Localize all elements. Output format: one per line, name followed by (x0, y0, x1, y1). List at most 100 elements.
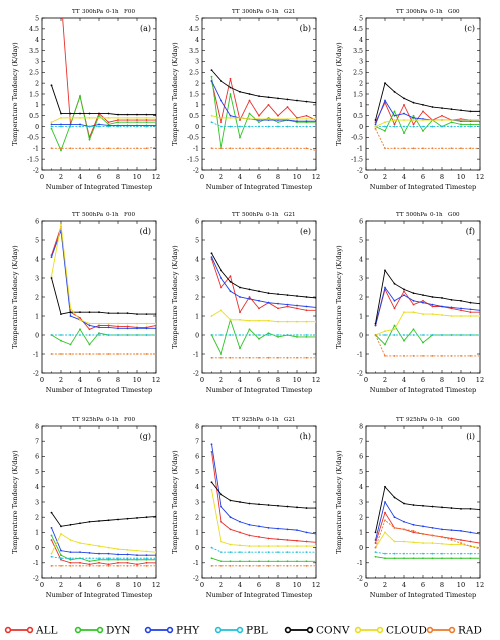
point-conv (441, 107, 443, 110)
legend-label: PBL (246, 625, 268, 637)
x-tick-label: 8 (440, 376, 444, 384)
panel-letter: (b) (300, 24, 311, 33)
y-tick-label: 2.5 (353, 70, 363, 77)
point-dyn (69, 343, 72, 346)
point-phy (69, 551, 72, 554)
point-all (305, 114, 308, 117)
point-pbl (277, 551, 279, 554)
y-tick-label: 4 (195, 484, 199, 491)
x-tick-label: 0 (364, 581, 368, 589)
x-tick-label: 2 (219, 581, 223, 589)
point-all (229, 77, 232, 80)
point-conv (277, 504, 279, 507)
point-conv (155, 113, 156, 116)
y-tick-label: 3 (359, 59, 363, 66)
point-conv (88, 311, 91, 314)
y-tick-label: 2 (195, 294, 199, 301)
point-phy (296, 529, 298, 532)
y-tick-label: 3 (359, 275, 363, 282)
point-phy (412, 523, 415, 526)
y-tick-label: 4 (35, 37, 39, 44)
point-dyn (374, 555, 377, 558)
point-rad (277, 564, 279, 567)
point-all (296, 539, 298, 542)
point-rad (479, 355, 480, 357)
point-cloud (107, 546, 110, 549)
point-conv (220, 269, 222, 272)
point-all (296, 307, 298, 310)
point-phy (60, 123, 62, 126)
point-dyn (384, 130, 386, 132)
series-line-rad (51, 146, 156, 149)
point-dyn (277, 121, 279, 124)
point-cloud (460, 543, 462, 546)
legend-swatch-marker-start (144, 626, 152, 634)
point-phy (384, 99, 386, 102)
point-cloud (117, 322, 119, 325)
point-pbl (296, 125, 298, 128)
point-dyn (384, 557, 386, 560)
point-conv (210, 481, 213, 484)
y-tick-label: 5 (195, 15, 199, 22)
point-all (88, 563, 91, 566)
point-phy (374, 539, 377, 541)
x-tick-label: 0 (200, 581, 204, 589)
x-tick-label: 12 (152, 376, 160, 384)
point-all (229, 275, 232, 277)
point-conv (277, 293, 279, 296)
point-pbl (145, 125, 148, 128)
point-pbl (277, 334, 279, 336)
point-pbl (248, 551, 251, 554)
x-tick-label: 0 (40, 173, 44, 181)
point-all (210, 450, 213, 453)
point-rad (441, 147, 443, 150)
y-tick-label: -1 (193, 146, 199, 153)
point-pbl (248, 125, 251, 128)
y-tick-label: 2 (195, 515, 199, 522)
point-all (136, 563, 138, 566)
point-cloud (315, 118, 316, 120)
point-conv (460, 507, 462, 510)
y-tick-label: 1.5 (353, 91, 363, 98)
y-tick-label: 0 (195, 124, 199, 131)
point-pbl (393, 552, 396, 555)
point-rad (479, 147, 480, 150)
point-conv (117, 113, 119, 116)
point-phy (315, 306, 316, 309)
point-all (277, 538, 279, 541)
point-dyn (98, 332, 100, 334)
point-all (469, 311, 472, 314)
point-dyn (60, 149, 62, 152)
y-tick-label: 4 (359, 256, 363, 263)
y-tick-label: 0 (359, 545, 363, 552)
point-phy (69, 123, 72, 126)
point-phy (136, 327, 138, 330)
point-dyn (412, 114, 415, 117)
point-dyn (239, 560, 241, 563)
legend-swatch-marker-start (4, 626, 12, 634)
point-rad (210, 147, 213, 150)
panel-a: TT 300hPa 0-1h F00 (a) -2 -1.5 -1 -0.5 0 0.5 1 1.5 2 2… (11, 9, 160, 191)
series-group (50, 511, 156, 567)
point-dyn (126, 558, 129, 561)
y-axis-label: Temperature Tendency (K/day) (11, 450, 19, 554)
point-dyn (460, 557, 462, 560)
point-pbl (450, 552, 453, 555)
point-cloud (79, 542, 81, 544)
point-all (305, 309, 308, 312)
legend-label: PHY (176, 625, 200, 637)
point-pbl (277, 125, 279, 128)
point-pbl (267, 551, 270, 554)
point-conv (210, 69, 213, 72)
point-dyn (210, 75, 213, 78)
y-tick-label: 0.5 (189, 113, 199, 120)
y-tick-label: -1.5 (187, 156, 199, 163)
point-phy (88, 552, 91, 554)
point-conv (450, 298, 453, 301)
point-pbl (145, 557, 148, 560)
point-conv (305, 296, 308, 298)
point-pbl (286, 334, 289, 336)
point-rad (374, 334, 377, 336)
panel-title-level: 500hPa (82, 212, 104, 218)
